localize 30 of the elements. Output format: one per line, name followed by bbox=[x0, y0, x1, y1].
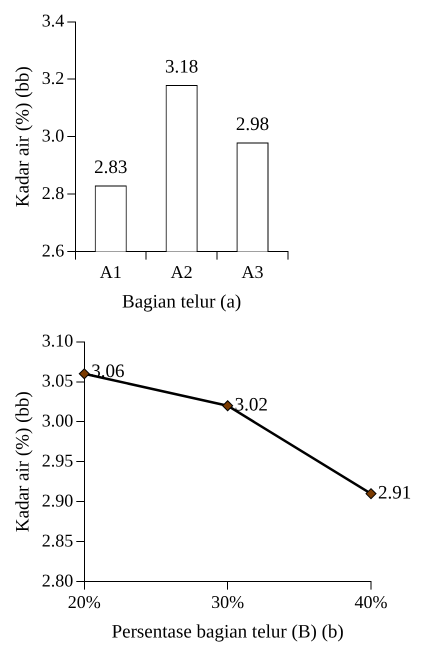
x-tick-label: 30% bbox=[211, 592, 244, 612]
y-tick-label: 2.95 bbox=[42, 450, 74, 470]
x-tick-label: 40% bbox=[354, 592, 388, 612]
y-tick-label: 2.8 bbox=[42, 182, 64, 203]
data-label: 3.02 bbox=[234, 394, 268, 416]
y-tick-label: 2.85 bbox=[42, 530, 74, 550]
y-tick-label: 2.90 bbox=[42, 490, 74, 510]
y-tick-label: 2.80 bbox=[42, 570, 74, 590]
y-axis-title: Kadar air (%) (bb) bbox=[12, 391, 34, 532]
data-label: 3.18 bbox=[165, 56, 198, 78]
y-tick-label: 3.10 bbox=[42, 330, 74, 351]
x-axis-title: Persentase bagian telur (B) (b) bbox=[112, 622, 344, 643]
x-tick-label: 20% bbox=[68, 592, 101, 612]
point bbox=[366, 488, 376, 500]
x-axis-title: Bagian telur (a) bbox=[122, 292, 242, 313]
y-tick-label: 3.00 bbox=[42, 410, 74, 430]
point bbox=[78, 368, 90, 380]
y-tick-label: 3.4 bbox=[42, 10, 64, 31]
y-tick-label: 3.0 bbox=[42, 125, 64, 146]
y-tick-label: 3.05 bbox=[42, 370, 74, 390]
point bbox=[222, 400, 234, 412]
y-tick-label: 2.6 bbox=[42, 240, 64, 260]
data-label: 2.91 bbox=[378, 482, 412, 504]
y-tick-label: 3.2 bbox=[42, 68, 64, 88]
x-tick-label: A2 bbox=[170, 262, 193, 282]
x-tick-label: A3 bbox=[242, 262, 264, 282]
data-label: 2.83 bbox=[94, 157, 128, 178]
data-label: 2.98 bbox=[236, 114, 270, 135]
x-tick-label: A1 bbox=[100, 262, 122, 282]
y-axis-title: Kadar air (%) (bb) bbox=[12, 66, 34, 208]
